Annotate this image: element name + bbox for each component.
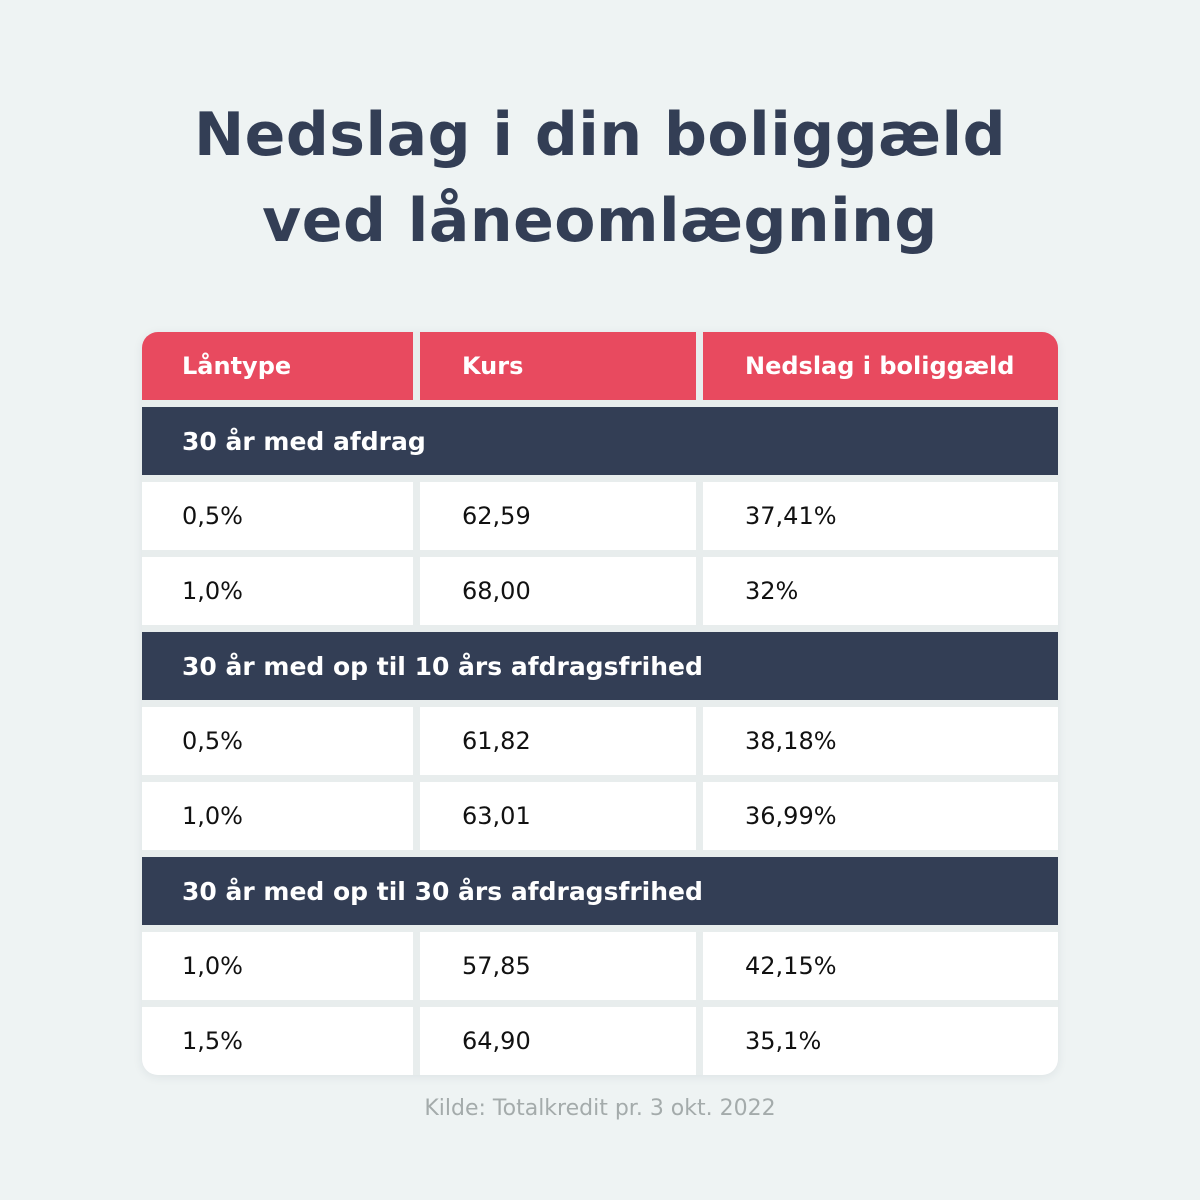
- page-title: Nedslag i din boliggæld ved låneomlægnin…: [0, 92, 1200, 264]
- group-label: 30 år med afdrag: [182, 426, 426, 456]
- cell-kurs: 63,01: [420, 782, 696, 850]
- title-line-2: ved låneomlægning: [262, 186, 938, 256]
- group-header-row: 30 år med op til 30 års afdragsfrihed: [142, 857, 1058, 925]
- cell-laantype: 1,5%: [142, 1007, 413, 1075]
- column-header-kurs: Kurs: [420, 332, 696, 400]
- cell-nedslag: 35,1%: [703, 1007, 1058, 1075]
- title-line-1: Nedslag i din boliggæld: [193, 100, 1007, 170]
- source-note: Kilde: Totalkredit pr. 3 okt. 2022: [424, 1096, 776, 1121]
- cell-nedslag: 32%: [703, 557, 1058, 625]
- table-row: 1,5% 64,90 35,1%: [142, 1007, 1058, 1075]
- cell-kurs: 62,59: [420, 482, 696, 550]
- cell-nedslag: 42,15%: [703, 932, 1058, 1000]
- cell-kurs: 61,82: [420, 707, 696, 775]
- table-header-row: Låntype Kurs Nedslag i boliggæld: [142, 332, 1058, 400]
- column-header-laantype: Låntype: [142, 332, 413, 400]
- cell-nedslag: 38,18%: [703, 707, 1058, 775]
- cell-laantype: 0,5%: [142, 707, 413, 775]
- cell-kurs: 64,90: [420, 1007, 696, 1075]
- cell-nedslag: 37,41%: [703, 482, 1058, 550]
- table-row: 1,0% 68,00 32%: [142, 557, 1058, 625]
- cell-nedslag: 36,99%: [703, 782, 1058, 850]
- table-row: 1,0% 63,01 36,99%: [142, 782, 1058, 850]
- table-row: 0,5% 61,82 38,18%: [142, 707, 1058, 775]
- group-header-row: 30 år med op til 10 års afdragsfrihed: [142, 632, 1058, 700]
- column-header-nedslag: Nedslag i boliggæld: [703, 332, 1058, 400]
- cell-kurs: 57,85: [420, 932, 696, 1000]
- table-row: 0,5% 62,59 37,41%: [142, 482, 1058, 550]
- cell-laantype: 1,0%: [142, 932, 413, 1000]
- group-label: 30 år med op til 10 års afdragsfrihed: [182, 651, 703, 681]
- loan-table: Låntype Kurs Nedslag i boliggæld 30 år m…: [142, 332, 1058, 1075]
- cell-laantype: 0,5%: [142, 482, 413, 550]
- cell-kurs: 68,00: [420, 557, 696, 625]
- group-label: 30 år med op til 30 års afdragsfrihed: [182, 876, 703, 906]
- table-row: 1,0% 57,85 42,15%: [142, 932, 1058, 1000]
- cell-laantype: 1,0%: [142, 782, 413, 850]
- cell-laantype: 1,0%: [142, 557, 413, 625]
- group-header-row: 30 år med afdrag: [142, 407, 1058, 475]
